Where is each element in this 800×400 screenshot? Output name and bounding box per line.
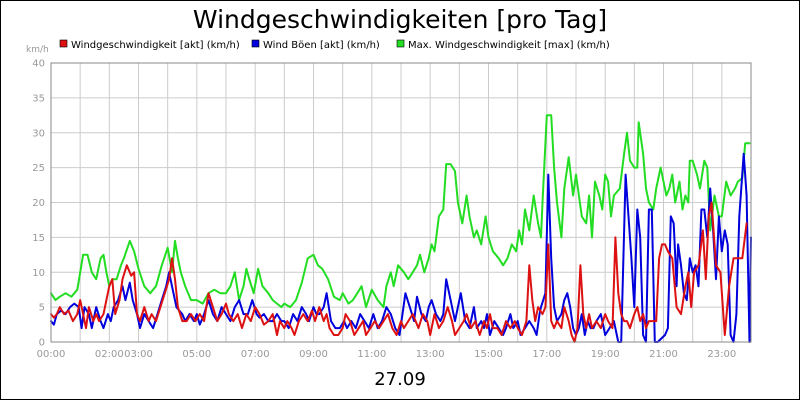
- x-tick-label: 19:00: [591, 349, 620, 360]
- series-line-1: [50, 114, 751, 309]
- y-tick-label: 40: [32, 59, 45, 70]
- x-axis-date-label: 27.09: [374, 369, 426, 390]
- y-tick-label: 5: [39, 303, 45, 314]
- x-tick-label: 02:00: [95, 349, 124, 360]
- x-tick-label: 15:00: [474, 349, 503, 360]
- y-tick-label: 0: [39, 338, 45, 349]
- x-tick-label: 00:00: [37, 349, 66, 360]
- plot-border: [50, 62, 752, 343]
- series-layer: [50, 114, 752, 343]
- x-tick-label: 09:00: [299, 349, 328, 360]
- x-tick-label: 11:00: [357, 349, 386, 360]
- y-tick-label: 25: [32, 163, 45, 174]
- y-tick-label: 20: [32, 198, 45, 209]
- x-tick-label: 07:00: [241, 349, 270, 360]
- y-tick-labels: 0 5 10 15 20 25 30 35 40: [32, 59, 45, 349]
- x-tick-label: 13:00: [416, 349, 445, 360]
- y-tick-label: 10: [32, 268, 45, 279]
- x-tick-labels: 00:00 02:00 03:00 05:00 07:00 09:00 11:00 13:00…: [37, 349, 737, 360]
- axes: [50, 62, 752, 343]
- y-axis-unit: km/h: [26, 45, 49, 55]
- legend-label: Max. Windgeschwindigkeit [max] (km/h): [408, 40, 610, 51]
- x-tick-label: 03:00: [124, 349, 153, 360]
- x-tick-label: 23:00: [707, 349, 736, 360]
- y-tick-label: 15: [32, 233, 45, 244]
- legend-swatch: [59, 39, 68, 48]
- x-tick-label: 05:00: [182, 349, 211, 360]
- legend-label: Wind Böen [akt] (km/h): [263, 40, 380, 51]
- y-tick-label: 30: [32, 128, 45, 139]
- legend-swatch: [396, 39, 405, 48]
- legend-swatch: [251, 39, 260, 48]
- legend: Windgeschwindigkeit [akt] (km/h) Wind Böe…: [59, 39, 610, 51]
- series-line-3: [50, 201, 748, 343]
- x-tick-label: 21:00: [649, 349, 678, 360]
- legend-label: Windgeschwindigkeit [akt] (km/h): [71, 40, 240, 51]
- chart-title: Windgeschwindigkeiten [pro Tag]: [193, 5, 607, 34]
- y-tick-label: 35: [32, 93, 45, 104]
- grid: [51, 63, 751, 342]
- series-line-2: [50, 152, 752, 343]
- x-tick-label: 17:00: [532, 349, 561, 360]
